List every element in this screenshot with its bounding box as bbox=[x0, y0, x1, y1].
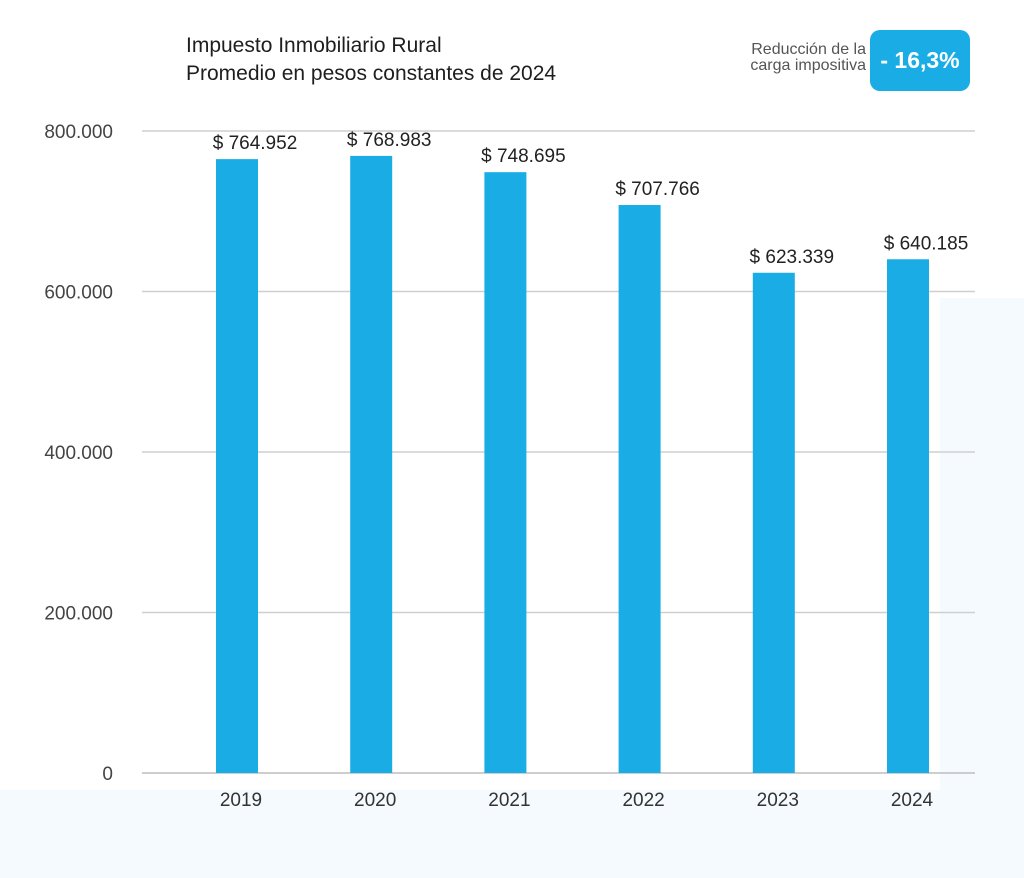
bar-2024 bbox=[887, 259, 929, 773]
y-tick-label: 400.000 bbox=[44, 443, 113, 464]
y-tick-label: 0 bbox=[102, 764, 113, 785]
value-label: $ 764.952 bbox=[213, 133, 298, 154]
chart-title: Impuesto Inmobiliario Rural bbox=[186, 34, 442, 57]
x-tick-label: 2019 bbox=[220, 790, 262, 811]
reduction-label-line2: carga impositiva bbox=[750, 57, 866, 74]
x-axis: 2019 2020 2021 2022 2023 2024 bbox=[220, 790, 934, 811]
bar-2020 bbox=[350, 155, 393, 774]
chart-subtitle: Promedio en pesos constantes de 2024 bbox=[186, 62, 557, 85]
y-tick-label: 800.000 bbox=[44, 122, 113, 143]
value-labels: $ 764.952 $ 768.983 $ 748.695 $ 707.766 $ 62… bbox=[213, 130, 969, 268]
chart-title-block: Impuesto Inmobiliario Rural Promedio en … bbox=[186, 32, 556, 88]
bar-2019 bbox=[216, 159, 258, 773]
value-label: $ 623.339 bbox=[750, 247, 835, 268]
bars bbox=[216, 155, 929, 774]
value-label: $ 748.695 bbox=[481, 146, 566, 167]
x-tick-label: 2024 bbox=[891, 790, 934, 811]
bar-2022 bbox=[618, 205, 661, 773]
reduction-badge: - 16,3% bbox=[870, 30, 970, 91]
y-axis: 0 200.000 400.000 600.000 800.000 bbox=[44, 122, 113, 785]
y-tick-label: 600.000 bbox=[44, 283, 113, 304]
bar-2021 bbox=[484, 172, 527, 774]
value-label: $ 640.185 bbox=[884, 233, 969, 254]
x-tick-label: 2021 bbox=[488, 790, 530, 811]
x-tick-label: 2023 bbox=[757, 790, 799, 811]
y-tick-label: 200.000 bbox=[44, 604, 113, 625]
x-tick-label: 2022 bbox=[622, 790, 664, 811]
value-label: $ 707.766 bbox=[615, 179, 700, 200]
background-panel bbox=[0, 790, 1024, 878]
x-tick-label: 2020 bbox=[354, 790, 396, 811]
gridlines bbox=[142, 130, 975, 774]
reduction-label-line1: Reducción de la bbox=[751, 41, 866, 58]
value-label: $ 768.983 bbox=[347, 130, 432, 151]
bar-2023 bbox=[752, 272, 795, 773]
reduction-label: Reducción de la carga impositiva bbox=[726, 42, 866, 74]
background-panel bbox=[940, 298, 1024, 798]
